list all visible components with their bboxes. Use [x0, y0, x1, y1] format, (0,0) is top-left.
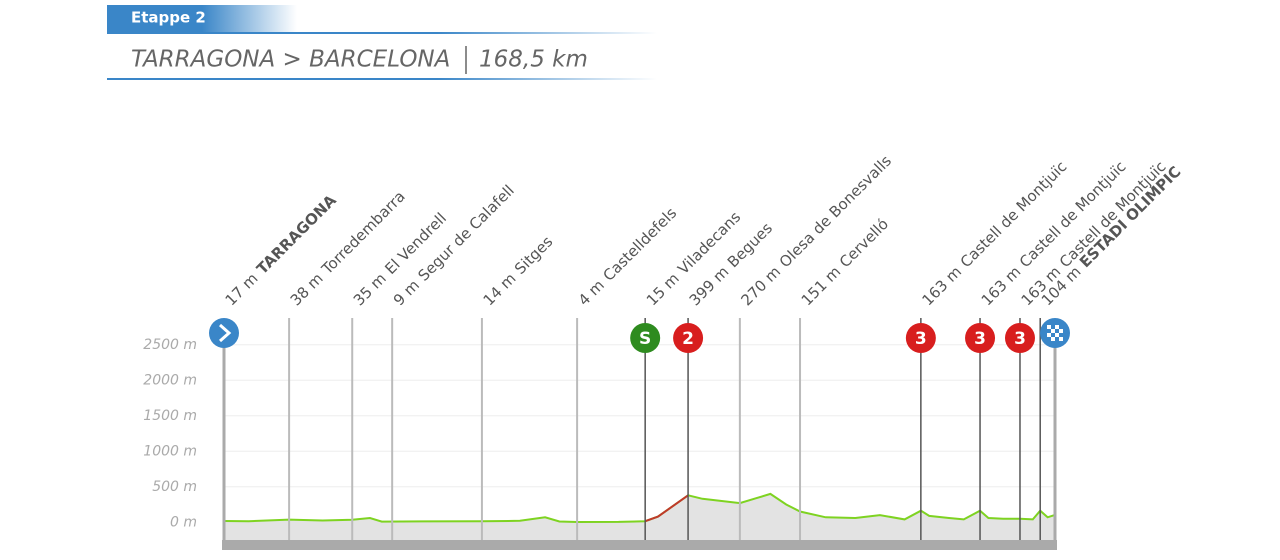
y-tick-label: 500 m [152, 479, 197, 495]
finish-check [1051, 333, 1055, 337]
route: TARRAGONA > BARCELONA [131, 47, 450, 73]
start-icon [209, 318, 239, 348]
finish-check [1059, 325, 1063, 329]
marker-icon [1004, 323, 1035, 353]
waypoint-altitude: 163 m [977, 262, 1024, 309]
stage-number: Etappe 2 [131, 9, 206, 27]
finish-check [1055, 337, 1059, 341]
marker-label: S [639, 329, 651, 349]
waypoint-altitude: 17 m [221, 269, 261, 309]
stage-badge [107, 5, 297, 33]
waypoint-name: Olesa de Bonesvalls [775, 151, 894, 270]
waypoint-name: Cervelló [836, 215, 892, 271]
finish-check [1047, 325, 1051, 329]
finish-check [1047, 333, 1051, 337]
waypoint-name: Sitges [511, 232, 556, 277]
finish-check [1055, 333, 1059, 337]
waypoint-altitude: 9 m [389, 276, 422, 309]
start-arrow [219, 323, 232, 343]
waypoint-name: Castell de Montjuïc [956, 157, 1070, 271]
finish-check [1059, 333, 1063, 337]
waypoint-label: 17 mTARRAGONA [221, 191, 339, 309]
marker-label: 3 [974, 329, 986, 349]
finish-check [1047, 337, 1051, 341]
waypoint-altitude: 14 m [479, 269, 519, 309]
y-tick-label: 1500 m [143, 408, 197, 424]
plot: 0 m 500 m 1000 m 1500 m 2000 m 2500 m 17 mTARR… [143, 151, 1184, 550]
marker-label: 3 [915, 329, 927, 349]
waypoint-altitude: 35 m [350, 269, 390, 309]
finish-check [1047, 329, 1051, 333]
marker-icon [673, 323, 704, 353]
profile-line [223, 492, 1056, 524]
waypoint-altitude: 4 m [574, 276, 607, 309]
finish-check [1059, 337, 1063, 341]
finish-check [1059, 329, 1063, 333]
marker-label: 2 [682, 329, 694, 349]
waypoint-name: ESTADI OLIMPIC [1076, 162, 1184, 270]
marker-icon [630, 323, 661, 353]
rule [107, 32, 657, 34]
baseline-bar [222, 540, 1057, 550]
y-tick-label: 2000 m [143, 372, 197, 388]
finish-check [1051, 329, 1055, 333]
marker-icon [965, 323, 996, 353]
finish-check [1055, 325, 1059, 329]
rule [107, 78, 657, 80]
y-tick-label: 0 m [170, 514, 197, 530]
finish-check [1055, 329, 1059, 333]
waypoint-label: 38 mTorredembarra [286, 187, 408, 309]
waypoint-label: 14 mSitges [479, 232, 556, 309]
waypoint-altitude: 15 m [642, 269, 682, 309]
waypoint-altitude: 163 m [918, 262, 965, 309]
waypoint-altitude: 151 m [797, 262, 844, 309]
marker-icon [905, 323, 936, 353]
climb-line [644, 494, 689, 523]
waypoint-altitude: 38 m [286, 269, 326, 309]
marker-label: 3 [1014, 329, 1026, 349]
y-tick-label: 1000 m [143, 443, 197, 459]
finish-check [1051, 325, 1055, 329]
y-tick-label: 2500 m [143, 337, 197, 353]
finish-check [1051, 337, 1055, 341]
profile-area [224, 493, 1055, 540]
waypoint-altitude: 270 m [737, 262, 784, 309]
distance: 168,5 km [479, 47, 588, 73]
